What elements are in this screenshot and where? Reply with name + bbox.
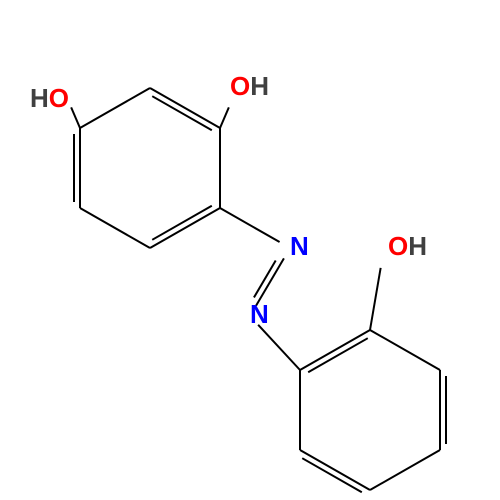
bond [150, 88, 220, 128]
bond [220, 107, 229, 128]
bond [152, 206, 212, 240]
bond [258, 325, 300, 370]
bond [308, 338, 368, 372]
bond [370, 268, 381, 330]
bond [300, 330, 370, 370]
bond [370, 450, 440, 490]
bond [80, 88, 150, 128]
bond [71, 107, 80, 128]
bond [152, 96, 212, 130]
molecule-diagram: HO OH N N OH [0, 0, 500, 500]
bond [302, 458, 362, 492]
atom-label-OH_right: OH [388, 231, 427, 261]
bond [220, 208, 280, 242]
atom-label-OH_top: OH [230, 71, 269, 101]
bond [300, 450, 370, 490]
bond [370, 330, 440, 370]
atom-label-N1: N [290, 231, 309, 261]
bond [80, 208, 150, 248]
atom-label-HO_left: HO [30, 83, 69, 113]
bond [150, 208, 220, 248]
atom-label-N2: N [250, 299, 269, 329]
